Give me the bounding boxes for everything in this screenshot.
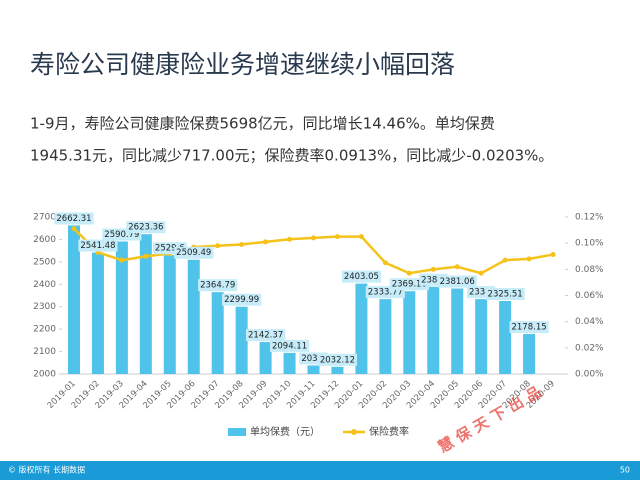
rate-point: [239, 241, 245, 247]
bar: [235, 306, 248, 374]
footer-bar: [0, 461, 640, 480]
rate-point: [502, 257, 508, 263]
rate-point: [550, 252, 556, 258]
data-label: 2142.37: [248, 331, 283, 341]
rate-point: [287, 236, 293, 242]
y-tick-label: 2400: [33, 280, 56, 290]
rate-point: [478, 270, 484, 276]
y2-tick-label: 0.10%: [575, 239, 604, 249]
rate-point: [454, 264, 460, 270]
legend-swatch: [228, 428, 246, 436]
bar: [67, 225, 80, 374]
data-label: 2334.: [469, 288, 493, 298]
rate-point: [358, 234, 364, 240]
y-tick-label: 2100: [33, 347, 56, 357]
rate-point: [430, 266, 436, 272]
bar: [403, 291, 416, 374]
slide-text: 1-9月，寿险公司健康险保费5698亿元，同比增长14.46%。单均保费: [30, 115, 495, 133]
data-label-bg: [126, 221, 166, 234]
rate-point: [382, 260, 388, 266]
bar: [163, 255, 176, 374]
y-tick-label: 2200: [33, 325, 56, 335]
y2-tick-label: 0.06%: [575, 291, 604, 301]
rate-point: [311, 235, 316, 241]
y2-tick-label: 0.00%: [575, 370, 604, 380]
rate-point: [71, 226, 77, 232]
y-tick-label: 2700: [33, 213, 56, 223]
legend-label: 单均保费（元）: [250, 425, 320, 438]
rate-point: [526, 256, 532, 262]
data-label: 2369.10: [392, 280, 427, 290]
data-label: 2529.6: [155, 244, 185, 254]
rate-point: [143, 253, 149, 259]
data-label-bg: [341, 270, 381, 283]
data-label: 2389.: [421, 275, 445, 285]
data-label: 2590.79: [104, 230, 139, 240]
data-label: 2364.79: [200, 281, 235, 291]
bar: [451, 288, 464, 374]
data-label-bg: [222, 293, 262, 306]
y2-tick-label: 0.02%: [575, 343, 604, 353]
rate-point: [334, 234, 340, 240]
footer-copyright: © 版权所有 长期数据: [8, 465, 85, 475]
bar: [115, 241, 128, 374]
data-label-bg: [317, 353, 358, 366]
page-number: 50: [620, 466, 630, 475]
bar: [523, 334, 536, 374]
rate-point: [406, 270, 412, 276]
data-label: 2094.11: [272, 341, 307, 351]
data-label: 2038.: [301, 354, 325, 364]
data-label: 2325.51: [488, 289, 523, 299]
rate-point: [119, 257, 125, 263]
bar: [499, 300, 512, 374]
rate-point: [263, 239, 269, 245]
y2-tick-label: 0.04%: [575, 317, 604, 327]
data-label-bg: [269, 339, 310, 352]
y2-tick-label: 0.12%: [575, 213, 604, 223]
data-label: 2623.36: [128, 223, 163, 233]
bar: [139, 234, 152, 374]
data-label: 2381.06: [440, 277, 475, 287]
data-label-bg: [509, 321, 549, 334]
data-label: 2032.12: [320, 355, 355, 365]
bar: [211, 292, 224, 374]
data-label: 2509.49: [176, 248, 211, 258]
y-tick-label: 2300: [33, 302, 56, 312]
data-label-bg: [485, 287, 525, 300]
data-label: 2178.15: [511, 323, 546, 333]
data-label: 2662.31: [56, 214, 91, 224]
bar: [307, 365, 320, 374]
data-label: 2403.05: [344, 272, 379, 282]
data-label: 2541.48: [80, 241, 115, 251]
slide-text: 1945.31元，同比减少717.00元；保险费率0.0913%，同比减少-0.…: [30, 147, 553, 165]
y-tick-label: 2000: [33, 370, 56, 380]
bar: [331, 366, 344, 374]
y2-tick-label: 0.08%: [575, 265, 604, 275]
data-label-bg: [54, 212, 94, 225]
legend-swatch: [351, 429, 357, 435]
data-label: 2333.77: [368, 288, 403, 298]
bar: [259, 342, 272, 374]
bar: [355, 283, 368, 374]
bar: [427, 286, 440, 374]
bar: [91, 252, 104, 374]
data-label-bg: [437, 275, 477, 288]
y-tick-label: 2600: [33, 235, 56, 245]
data-label-bg: [198, 279, 238, 292]
bar: [475, 299, 488, 374]
bar: [283, 352, 296, 374]
legend-label: 保险费率: [369, 425, 409, 438]
data-label-bg: [78, 239, 118, 252]
bar: [379, 299, 392, 374]
y-tick-label: 2500: [33, 257, 56, 267]
plot-area: [67, 225, 536, 374]
data-label-bg: [246, 329, 286, 342]
data-label-bg: [174, 246, 214, 259]
bar: [187, 259, 200, 374]
slide-title: 寿险公司健康险业务增速继续小幅回落: [30, 50, 455, 79]
rate-point: [215, 243, 221, 249]
data-label: 2299.99: [224, 295, 259, 305]
